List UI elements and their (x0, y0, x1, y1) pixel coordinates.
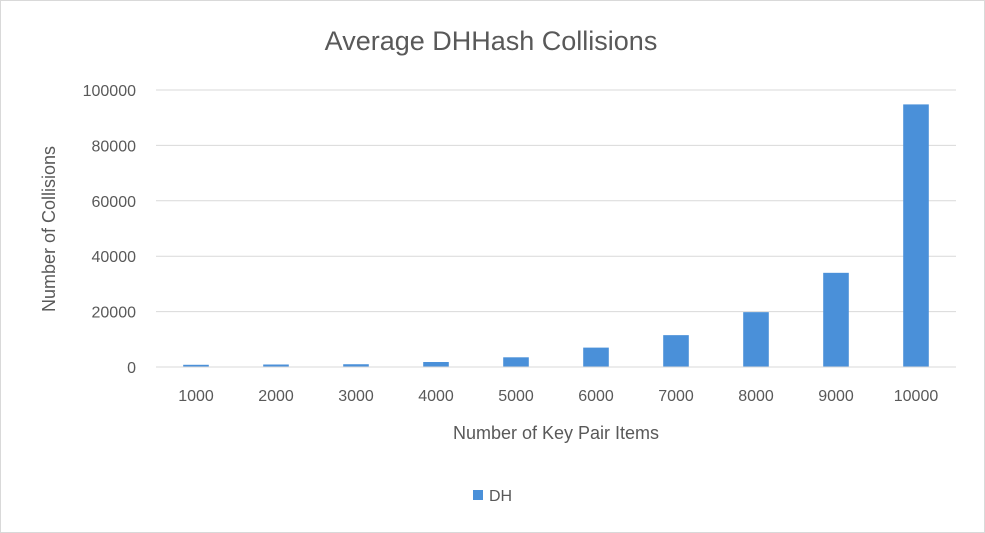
y-tick-label: 60000 (92, 194, 137, 211)
bar-9000 (823, 272, 849, 367)
x-tick-label: 9000 (818, 388, 854, 405)
bar-4000 (423, 362, 449, 367)
x-axis-label: Number of Key Pair Items (453, 423, 659, 443)
bar-8000 (743, 312, 769, 367)
x-tick-label: 6000 (578, 388, 614, 405)
x-tick-label: 8000 (738, 388, 774, 405)
bar-5000 (503, 357, 529, 367)
bar-2000 (263, 364, 289, 367)
y-tick-label: 40000 (92, 249, 137, 266)
y-tick-label: 0 (127, 360, 136, 377)
x-tick-label: 3000 (338, 388, 374, 405)
bar-6000 (583, 347, 609, 367)
x-tick-label: 4000 (418, 388, 454, 405)
legend-label-dh: DH (489, 488, 512, 505)
axes: 0 20000 40000 60000 80000 100000 1000 2000 3000 4… (83, 83, 956, 405)
bar-1000 (183, 364, 209, 367)
gridlines (156, 89, 956, 313)
legend: DH (473, 488, 512, 505)
x-tick-label: 1000 (178, 388, 214, 405)
legend-swatch-dh (473, 490, 483, 500)
x-tick-label: 10000 (894, 388, 939, 405)
y-axis-label: Number of Collisions (39, 146, 59, 312)
y-tick-label: 20000 (92, 305, 137, 322)
y-tick-label: 100000 (83, 83, 136, 100)
bars (183, 104, 929, 368)
x-tick-label: 7000 (658, 388, 694, 405)
x-tick-label: 2000 (258, 388, 294, 405)
bar-7000 (663, 335, 689, 367)
bar-10000 (903, 104, 929, 368)
chart-title: Average DHHash Collisions (325, 26, 658, 56)
y-tick-label: 80000 (92, 138, 137, 155)
x-tick-label: 5000 (498, 388, 534, 405)
bar-3000 (343, 364, 369, 367)
